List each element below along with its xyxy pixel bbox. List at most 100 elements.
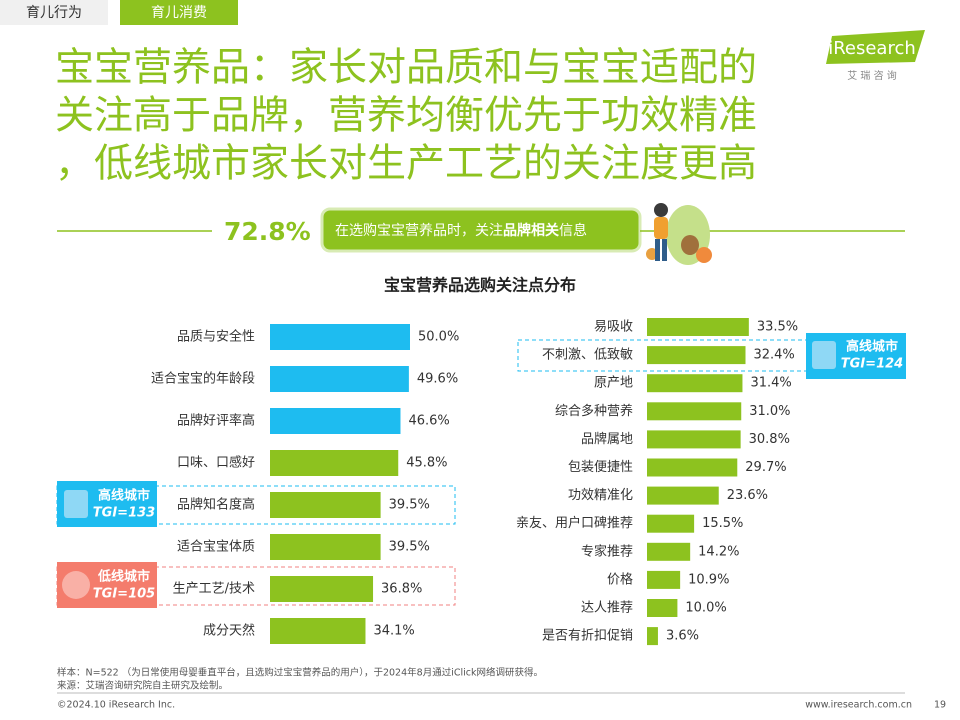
value-label: 29.7% [745,460,786,475]
category-label: 易吸收 [594,320,633,335]
category-label: 品牌属地 [581,431,633,447]
callout-text: 信息 [559,222,587,239]
logo-subtitle: 艾 瑞 咨 询 [847,69,897,82]
avocado-seed [681,235,699,255]
value-label: 32.4% [753,348,794,363]
bar [270,576,374,602]
badge-tgi: TGI=124 [841,357,903,372]
highlight-box [56,566,456,606]
value-label: 46.6% [408,414,449,429]
category-label: 原产地 [594,376,633,391]
value-label: 10.9% [688,572,729,587]
category-label: 是否有折扣促销 [542,629,633,644]
tab-bg [0,0,108,25]
tab[interactable]: 育儿消费 [151,5,207,21]
callout-text: 在选购宝宝营养品时，关注品牌相关信息 [335,222,587,239]
value-label: 45.8% [406,456,447,471]
category-label: 适合宝宝体质 [177,540,255,555]
category-label: 品质与安全性 [177,329,255,345]
category-label: 综合多种营养 [555,403,633,419]
bar [647,570,681,589]
value-label: 36.8% [381,582,422,597]
badge-label: 低线城市 [97,569,150,585]
category-label: 品牌知名度高 [177,497,255,513]
value-label: 30.8% [749,432,790,447]
tab-bg [120,0,238,25]
bar [270,408,401,434]
callout-value: 72.8% [224,217,311,246]
value-label: 50.0% [418,330,459,345]
category-label: 亲友、用户口碑推荐 [516,515,633,531]
bar [647,374,743,393]
person-leg [655,239,660,261]
callout-box [320,207,642,253]
bar [647,627,658,646]
logo: iResearch [828,38,916,59]
page-number: 19 [934,700,946,711]
badge-tgi: TGI=105 [93,587,155,602]
category-label: 口味、口感好 [177,455,255,471]
bar [270,324,410,350]
value-label: 10.0% [685,601,726,616]
badge-icon [812,341,836,369]
value-label: 33.5% [757,320,798,335]
bar [647,486,719,505]
footnote: 来源：艾瑞咨询研究院自主研究及绘制。 [57,680,228,692]
bar [270,618,366,644]
callout-text: 在选购宝宝营养品时，关注 [335,223,503,239]
bar [647,318,749,336]
person-head [654,203,668,217]
value-label: 39.5% [389,540,430,555]
category-label: 不刺激、低致敏 [542,348,633,363]
charts: 品质与安全性 50.0% 适合宝宝的年龄段 49.6% 品牌好评率高 46.6% 口味、口感… [151,318,798,646]
category-label: 达人推荐 [581,601,633,616]
category-label: 包装便捷性 [568,460,633,475]
category-label: 生产工艺/技术 [173,582,255,597]
fruit [696,247,712,263]
person-leg [662,239,667,261]
title-line: 宝宝营养品：家长对品质和与宝宝适配的 [55,46,757,91]
bar [647,514,695,533]
highlight-box [56,485,456,525]
category-label: 成分天然 [203,623,255,639]
tab[interactable]: 育儿行为 [26,5,82,21]
value-label: 31.4% [750,376,791,391]
bar [270,492,381,518]
value-label: 31.0% [749,404,790,419]
section-title: 宝宝营养品选购关注点分布 [384,276,576,295]
bar [647,430,741,449]
bar [647,458,738,477]
copyright: ©2024.10 iResearch Inc. [57,700,175,711]
category-label: 专家推荐 [581,543,633,559]
badge-label: 高线城市 [98,488,150,504]
category-label: 适合宝宝的年龄段 [151,371,255,387]
bar [270,366,409,392]
person-body [654,217,668,239]
category-label: 价格 [607,571,633,587]
value-label: 39.5% [389,498,430,513]
badge-label: 高线城市 [846,339,898,355]
bar [647,599,678,617]
bar [647,402,742,421]
footnote: 样本：N=522 （为日常使用母婴垂直平台，且选购过宝宝营养品的用户），于202… [57,667,543,679]
title-line: ，低线城市家长对生产工艺的关注度更高 [55,142,757,187]
value-label: 15.5% [702,516,743,531]
value-label: 23.6% [727,488,768,503]
website: www.iresearch.com.cn [805,700,912,711]
bar [270,534,381,560]
category-label: 品牌好评率高 [177,413,255,429]
value-label: 34.1% [373,624,414,639]
badge-tgi: TGI=133 [93,506,155,521]
title-line: 关注高于品牌，营养均衡优先于功效精准 [55,94,757,139]
badge-icon [64,490,88,518]
bar [647,346,746,365]
badge-icon [62,571,90,599]
value-label: 14.2% [698,544,739,559]
bar [647,542,691,561]
callout-bold: 品牌相关 [503,222,559,239]
logo-bg [826,30,925,64]
value-label: 3.6% [666,629,699,644]
bar [270,450,399,476]
